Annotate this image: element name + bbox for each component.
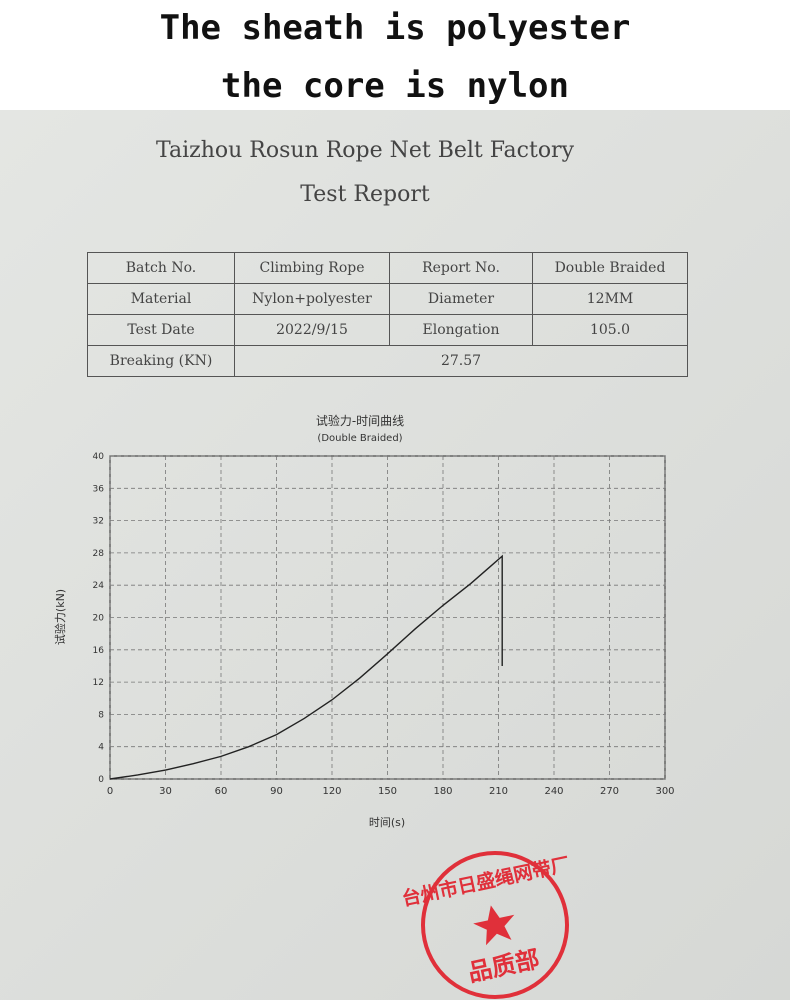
paper: Taizhou Rosun Rope Net Belt Factory Test… [0,110,790,1000]
chart-title: 试验力-时间曲线 [316,413,404,428]
y-tick-label: 0 [98,775,104,785]
caption: the core is nylon [221,66,569,106]
report-title: Test Report [300,182,430,207]
cell: Diameter [389,283,533,315]
stamp-ring [421,851,569,999]
x-tick-label: 270 [600,786,619,797]
caption: The sheath is polyester [159,8,631,48]
stamp-text: 品质部 [466,945,542,987]
cell: Nylon+polyester [234,283,390,315]
y-tick-label: 4 [98,743,104,753]
x-tick-label: 60 [215,786,228,797]
cell: Elongation [389,314,533,346]
y-tick-label: 28 [93,549,105,559]
y-tick-label: 32 [93,517,104,527]
cell: 27.57 [234,345,688,377]
x-tick-label: 120 [322,786,341,797]
cell: 12MM [532,283,688,315]
y-tick-label: 40 [93,452,105,462]
cell: 2022/9/15 [234,314,390,346]
cell: Report No. [389,252,533,284]
cell: Double Braided [532,252,688,284]
y-tick-label: 8 [98,710,104,720]
y-tick-label: 12 [93,678,104,688]
chart: 试验力-时间曲线 (Double Braided) 时间(s) 试验力(kN) … [53,413,675,999]
cell: Test Date [87,314,235,346]
stamp-text: 台州市日盛绳网带厂 [400,852,572,910]
x-tick-label: 240 [544,786,563,797]
cell: Breaking (KN) [87,345,235,377]
y-tick-label: 20 [93,614,105,624]
x-tick-label: 90 [270,786,283,797]
data-line [109,554,503,780]
x-tick-label: 210 [489,786,508,797]
cell: 105.0 [532,314,688,346]
y-axis-label: 试验力(kN) [53,589,67,645]
x-axis-label: 时间(s) [369,816,405,829]
x-tick-label: 300 [655,786,674,797]
x-tick-label: 150 [378,786,397,797]
x-tick-label: 180 [433,786,452,797]
cell: Batch No. [87,252,235,284]
stamp: 台州市日盛绳网带厂 品质部 [400,851,572,999]
y-tick-label: 24 [93,581,105,591]
y-tick-label: 16 [93,646,105,656]
y-tick-label: 36 [93,484,105,494]
stamp-star [473,905,515,946]
x-tick-label: 30 [159,786,172,797]
company: Taizhou Rosun Rope Net Belt Factory [155,138,575,163]
x-tick-label: 0 [107,786,113,797]
chart-subtitle: (Double Braided) [317,433,402,444]
info-table: Batch No. Climbing Rope Report No. Double B… [87,252,688,377]
